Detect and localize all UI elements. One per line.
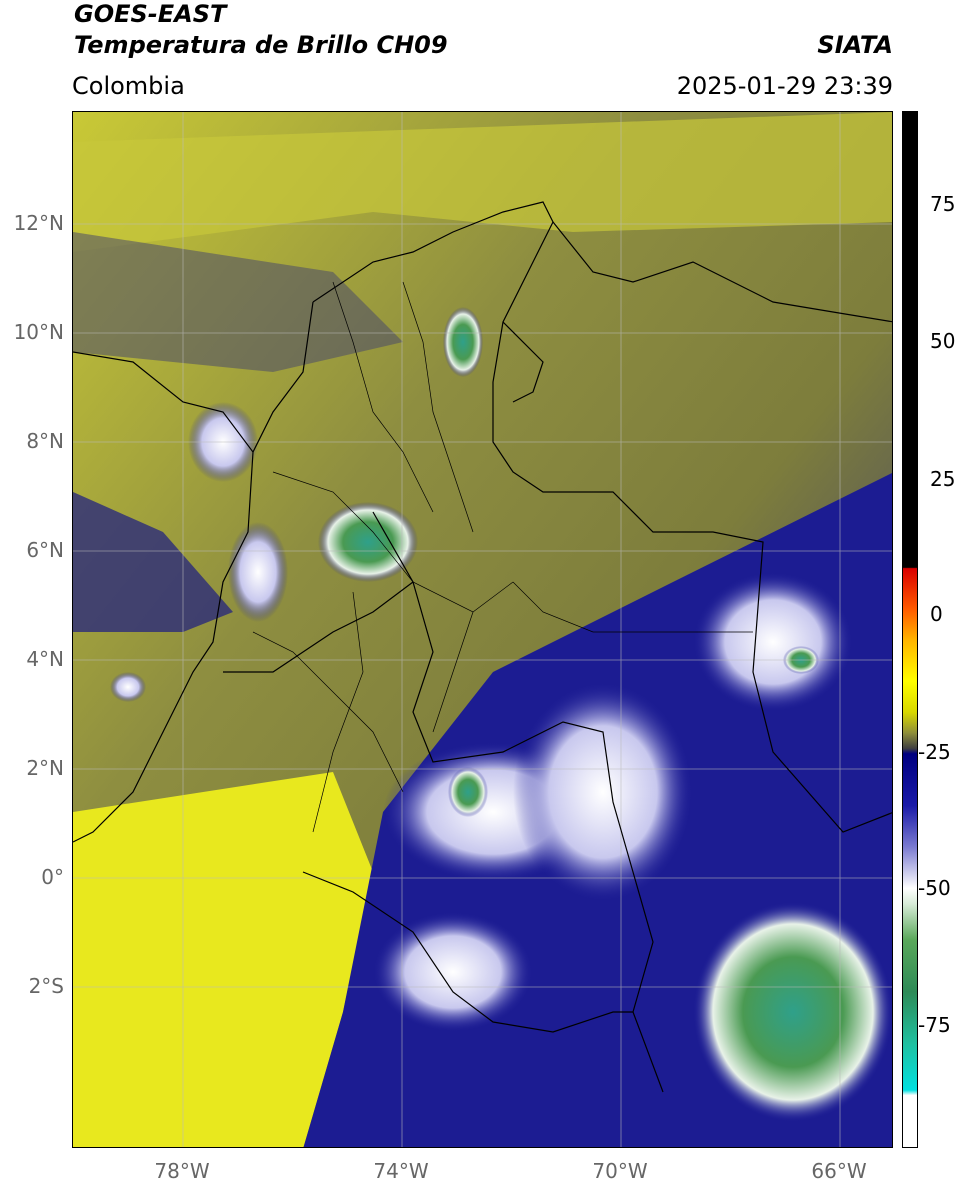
colorbar-tick: -50 bbox=[918, 876, 951, 900]
colorbar-tick: -25 bbox=[918, 740, 951, 764]
colorbar-tick: -75 bbox=[918, 1013, 951, 1037]
colorbar-tick: 0 bbox=[930, 602, 943, 626]
lat-tick: 2°S bbox=[28, 974, 64, 998]
colorbar bbox=[902, 111, 918, 1148]
lat-tick: 8°N bbox=[26, 429, 64, 453]
lon-tick: 70°W bbox=[592, 1159, 648, 1183]
gray-band-caribbean bbox=[73, 232, 403, 372]
colorbar-tick: 50 bbox=[930, 329, 956, 353]
map-canvas bbox=[73, 112, 892, 1147]
lat-tick: 12°N bbox=[13, 211, 64, 235]
colorbar-tick: 25 bbox=[930, 467, 956, 491]
title-line1: GOES-EAST bbox=[74, 0, 227, 28]
warm-area-north bbox=[73, 112, 892, 252]
lon-tick: 66°W bbox=[811, 1159, 867, 1183]
cloud-cell-cold bbox=[693, 902, 892, 1122]
department-borders bbox=[252, 281, 753, 833]
gridlines bbox=[73, 112, 892, 1147]
cloud-cell-cold bbox=[443, 307, 483, 377]
cloud-cell-cold bbox=[448, 767, 488, 817]
cold-band-pacific bbox=[73, 492, 233, 632]
lat-tick: 4°N bbox=[26, 647, 64, 671]
lon-tick: 78°W bbox=[154, 1159, 210, 1183]
timestamp-label: 2025-01-29 23:39 bbox=[676, 72, 893, 100]
brand-label: SIATA bbox=[817, 31, 893, 59]
lat-tick: 10°N bbox=[13, 320, 64, 344]
satellite-map[interactable] bbox=[72, 111, 893, 1148]
cloud-cell bbox=[373, 912, 533, 1032]
colorbar-tick: 75 bbox=[930, 192, 956, 216]
title-line2: Temperatura de Brillo CH09 bbox=[74, 31, 448, 59]
cloud-cell bbox=[693, 572, 853, 712]
cloud-cell bbox=[110, 672, 146, 702]
lon-tick: 74°W bbox=[373, 1159, 429, 1183]
region-label: Colombia bbox=[72, 72, 185, 100]
lat-tick: 0° bbox=[41, 865, 64, 889]
warm-area-southwest bbox=[73, 772, 373, 1147]
cloud-cell bbox=[228, 522, 288, 622]
cloud-cell-cold bbox=[318, 502, 418, 582]
cloud-cell bbox=[513, 682, 693, 902]
country-borders bbox=[73, 201, 892, 1093]
lat-tick: 6°N bbox=[26, 538, 64, 562]
lat-tick: 2°N bbox=[26, 756, 64, 780]
